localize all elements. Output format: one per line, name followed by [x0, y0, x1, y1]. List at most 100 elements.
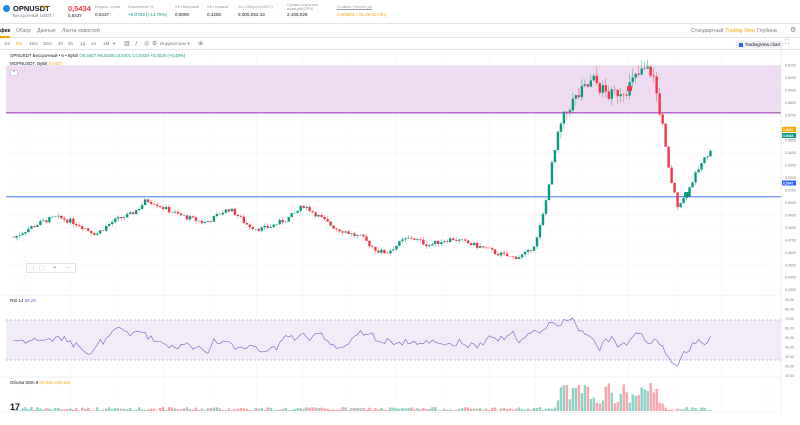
candle-body: [685, 196, 688, 199]
volume-bar: [449, 409, 452, 411]
volume-bar: [176, 409, 180, 411]
collapse-legend-button[interactable]: ^: [10, 70, 18, 76]
volume-bar: [467, 407, 470, 411]
volume-bar: [149, 408, 153, 411]
volume-bar: [218, 408, 222, 411]
volume-bar: [619, 394, 622, 411]
tab-data[interactable]: Данные: [37, 28, 56, 34]
volume-bar: [679, 409, 682, 411]
tab-standard[interactable]: Стандартный: [691, 28, 724, 34]
legend-title: OPNUSDT Бессрочный • 5 • ByBit: [10, 53, 79, 58]
tab-tradingview[interactable]: Trading View: [725, 28, 755, 34]
candle-body: [128, 212, 132, 214]
volume-bar: [559, 387, 563, 411]
fx-icon[interactable]: ƒ: [135, 41, 138, 47]
chart-canvas[interactable]: 0,61000,60000,59000,58000,57000,56000,55…: [0, 50, 800, 413]
candle-body: [320, 214, 323, 217]
rsi-tick-label: 10,00: [785, 374, 794, 378]
volume-name: Объём SMA 9: [10, 380, 39, 385]
volume-values: 54,01K 249,11K: [39, 380, 71, 385]
volume-bar: [239, 407, 243, 411]
layout-icon[interactable]: ⊕: [198, 41, 204, 47]
tab-news-feed[interactable]: Лента новостей: [62, 28, 100, 34]
timeframe-1w[interactable]: 1н: [91, 41, 97, 46]
tab-chart[interactable]: фик: [0, 28, 11, 34]
volume-bar: [81, 407, 84, 411]
timeframe-1d[interactable]: 1д: [80, 41, 86, 46]
timeframe-dropdown-icon[interactable]: ▾: [113, 41, 116, 46]
volume-bar: [505, 408, 509, 411]
volume-bar: [356, 407, 359, 411]
volume-bar: [152, 409, 156, 411]
more-tools-icon[interactable]: ⋯: [65, 265, 70, 271]
timeframe-1m[interactable]: 1m: [4, 41, 11, 46]
candle-body: [60, 215, 63, 219]
candle-body: [467, 240, 470, 244]
tab-depth[interactable]: Глубина: [757, 28, 777, 34]
volume-bar: [601, 400, 605, 411]
volume-bar: [458, 408, 461, 411]
volume-bar: [21, 408, 24, 411]
timeframe-1h[interactable]: 1h: [58, 41, 64, 46]
volume-bar: [24, 407, 27, 411]
volume-bar: [464, 407, 467, 411]
candle-body: [78, 225, 81, 227]
volume-bar: [478, 408, 482, 411]
candle-body: [380, 249, 383, 253]
volume-bar: [185, 407, 189, 411]
fullscreen-icon[interactable]: ⛶: [785, 40, 790, 46]
volume-bar: [407, 407, 410, 411]
select-region-icon[interactable]: ⬚: [39, 265, 44, 271]
tab-overview[interactable]: Обзор: [16, 28, 31, 34]
volume-bar: [158, 407, 162, 411]
candle-body: [709, 150, 712, 157]
candle-body: [706, 156, 709, 158]
candle-body: [547, 184, 551, 201]
camera-icon[interactable]: ◎: [144, 41, 150, 47]
timeframe-15m[interactable]: 15m: [29, 41, 38, 46]
legend-ohlc: O0,5407 H0,5438 L0,5401 C0,5434 +0,0026 …: [79, 53, 186, 58]
volume-bar: [709, 409, 712, 411]
symbol-name[interactable]: OPNUSDT: [13, 4, 50, 13]
volume-bar: [230, 410, 234, 411]
candle-body: [452, 238, 455, 241]
volume-bar: [182, 408, 186, 411]
candle-body: [69, 218, 72, 223]
volume-bar: [48, 408, 51, 411]
rsi-value: 59,29: [24, 298, 36, 303]
tradingview-chart-badge[interactable]: TradingView chart: [736, 41, 784, 48]
subtitle-text: Бессрочный USDT: [13, 13, 52, 18]
candle-body: [523, 251, 527, 255]
rsi-tick-label: 40,00: [785, 346, 794, 350]
candle-body: [613, 89, 616, 90]
timeframe-30m[interactable]: 30m: [43, 41, 52, 46]
candle-body: [499, 252, 503, 256]
volume-bar: [236, 408, 240, 411]
candle-body: [446, 241, 449, 243]
timeframe-1M[interactable]: 1M: [103, 41, 110, 46]
price-axis: 0,61000,60000,59000,58000,57000,56000,55…: [785, 64, 796, 293]
line-tool-icon[interactable]: ⊸: [52, 265, 57, 271]
volume-bar: [140, 409, 144, 411]
candle-body: [209, 221, 213, 222]
stat-funding[interactable]: Ставка / Отсчет до 0,0050% / 01:26:52 (4h…: [337, 4, 387, 17]
info-icon[interactable]: i: [53, 13, 55, 18]
drag-handle-icon[interactable]: ⋮: [31, 265, 36, 271]
volume-bar: [293, 408, 296, 411]
timeframe-5m[interactable]: 5m: [16, 41, 23, 46]
timeframe-4h[interactable]: 4h: [68, 41, 74, 46]
candle-body: [637, 73, 640, 75]
volume-bar: [556, 400, 560, 411]
volume-bar: [105, 408, 108, 411]
indicators-button[interactable]: Индикаторы ▾: [160, 41, 190, 46]
settings-icon[interactable]: ⚙: [152, 41, 158, 47]
volume-bar: [266, 407, 269, 411]
volume-bar: [111, 408, 114, 411]
gear-icon[interactable]: ⚙: [790, 27, 797, 34]
buy-marker: [684, 192, 689, 197]
candle-body: [574, 95, 578, 99]
candle-body: [670, 167, 673, 183]
candles-icon[interactable]: ▥: [124, 41, 130, 47]
candle-body: [616, 89, 619, 97]
candle-body: [81, 226, 84, 229]
